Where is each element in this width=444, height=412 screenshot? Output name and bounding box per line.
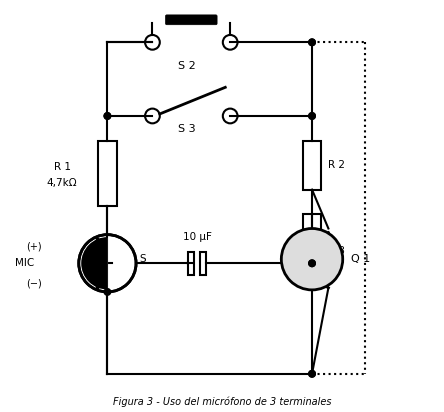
Circle shape: [309, 370, 315, 377]
Text: S 3: S 3: [178, 124, 196, 134]
Text: R 3: R 3: [329, 246, 345, 256]
Circle shape: [309, 113, 315, 119]
Bar: [188, 252, 194, 274]
Circle shape: [309, 113, 315, 119]
Circle shape: [309, 39, 315, 46]
Bar: [303, 140, 321, 190]
Text: Q 1: Q 1: [351, 254, 370, 264]
Bar: [200, 252, 206, 274]
Text: S 2: S 2: [178, 61, 196, 71]
Text: Figura 3 - Uso del micrófono de 3 terminales: Figura 3 - Uso del micrófono de 3 termin…: [113, 396, 331, 407]
FancyBboxPatch shape: [166, 15, 217, 25]
Text: 4,7kΩ: 4,7kΩ: [46, 178, 77, 189]
Circle shape: [309, 260, 315, 267]
Wedge shape: [81, 237, 107, 290]
Circle shape: [104, 289, 111, 295]
Text: S: S: [139, 254, 146, 264]
Text: (+): (+): [26, 242, 42, 252]
Bar: [303, 214, 321, 272]
Text: (−): (−): [26, 279, 42, 289]
Text: R 1: R 1: [54, 162, 71, 172]
Circle shape: [104, 113, 111, 119]
Text: MIC: MIC: [15, 258, 34, 268]
Circle shape: [309, 370, 315, 377]
Circle shape: [104, 113, 111, 119]
Circle shape: [309, 39, 315, 46]
Bar: [98, 140, 117, 206]
Text: 10 μF: 10 μF: [183, 232, 212, 242]
Circle shape: [281, 229, 343, 290]
Text: R 2: R 2: [329, 160, 345, 170]
Circle shape: [309, 260, 315, 267]
